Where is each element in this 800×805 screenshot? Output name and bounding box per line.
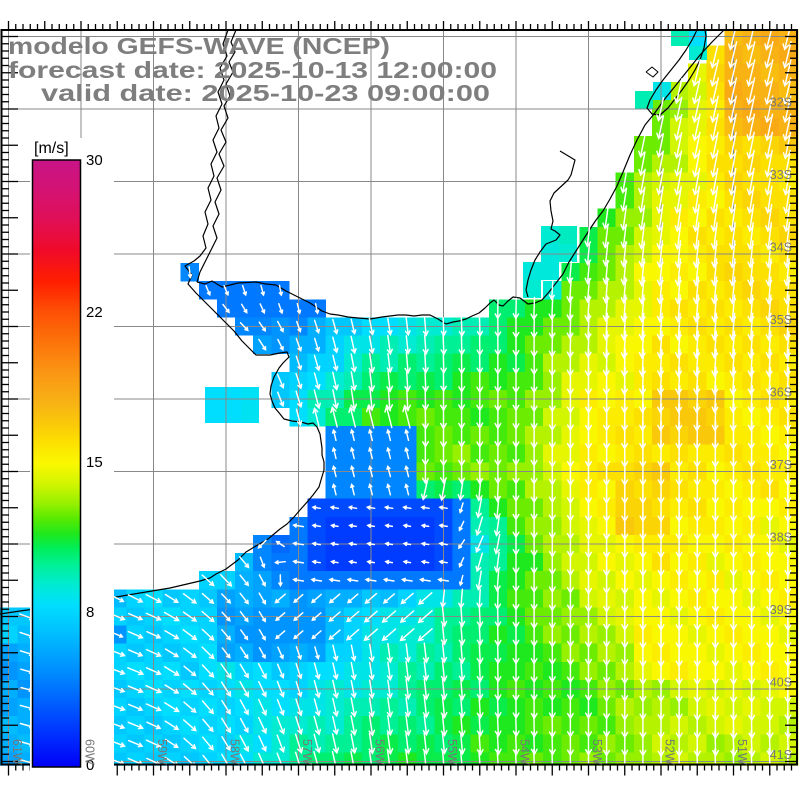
svg-text:53W: 53W: [590, 739, 604, 765]
svg-text:52W: 52W: [663, 739, 677, 765]
svg-text:58W: 58W: [228, 739, 242, 765]
svg-text:57W: 57W: [300, 739, 314, 765]
svg-text:32S: 32S: [770, 96, 792, 110]
svg-text:61W: 61W: [10, 739, 24, 765]
svg-text:valid date: 2025-10-23 09:00:0: valid date: 2025-10-23 09:00:00: [41, 80, 490, 106]
svg-text:60W: 60W: [83, 739, 97, 765]
svg-text:38S: 38S: [770, 531, 792, 545]
svg-text:59W: 59W: [155, 739, 169, 765]
svg-text:36S: 36S: [770, 386, 792, 400]
svg-text:30: 30: [86, 152, 103, 169]
svg-text:56W: 56W: [373, 739, 387, 765]
svg-text:41S: 41S: [770, 748, 792, 762]
svg-text:[m/s]: [m/s]: [34, 140, 69, 157]
svg-text:35S: 35S: [770, 313, 792, 327]
svg-text:0: 0: [86, 757, 94, 774]
svg-text:51W: 51W: [735, 739, 749, 765]
svg-text:40S: 40S: [770, 676, 792, 690]
svg-text:37S: 37S: [770, 458, 792, 472]
svg-text:8: 8: [86, 604, 94, 621]
svg-text:22: 22: [86, 304, 103, 321]
svg-text:34S: 34S: [770, 241, 792, 255]
svg-text:forecast date: 2025-10-13 12:0: forecast date: 2025-10-13 12:00:00: [8, 57, 497, 83]
svg-text:39S: 39S: [770, 603, 792, 617]
svg-text:55W: 55W: [445, 739, 459, 765]
svg-text:33S: 33S: [770, 168, 792, 182]
svg-text:54W: 54W: [518, 739, 532, 765]
svg-text:15: 15: [86, 454, 103, 471]
svg-text:modelo GEFS-WAVE (NCEP): modelo GEFS-WAVE (NCEP): [8, 33, 390, 59]
